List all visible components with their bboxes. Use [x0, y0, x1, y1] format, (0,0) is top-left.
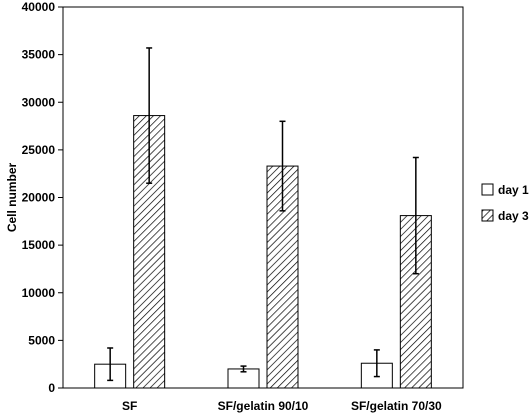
x-category-label: SF — [122, 399, 137, 413]
y-tick-label: 35000 — [22, 48, 56, 62]
y-tick-label: 10000 — [22, 286, 56, 300]
y-axis-title: Cell number — [5, 163, 19, 233]
legend-swatch-day1 — [481, 183, 494, 196]
y-tick-label: 30000 — [22, 95, 56, 109]
y-tick-label: 15000 — [22, 238, 56, 252]
y-tick-label: 0 — [48, 381, 55, 395]
y-tick-label: 20000 — [22, 191, 56, 205]
legend-swatch-day3 — [481, 209, 494, 222]
legend-label-day3: day 3 — [498, 209, 529, 223]
legend-label-day1: day 1 — [498, 183, 529, 197]
y-tick-label: 25000 — [22, 143, 56, 157]
y-tick-label: 5000 — [28, 333, 55, 347]
x-category-label: SF/gelatin 90/10 — [218, 399, 309, 413]
y-tick-label: 40000 — [22, 0, 56, 14]
x-category-label: SF/gelatin 70/30 — [351, 399, 442, 413]
